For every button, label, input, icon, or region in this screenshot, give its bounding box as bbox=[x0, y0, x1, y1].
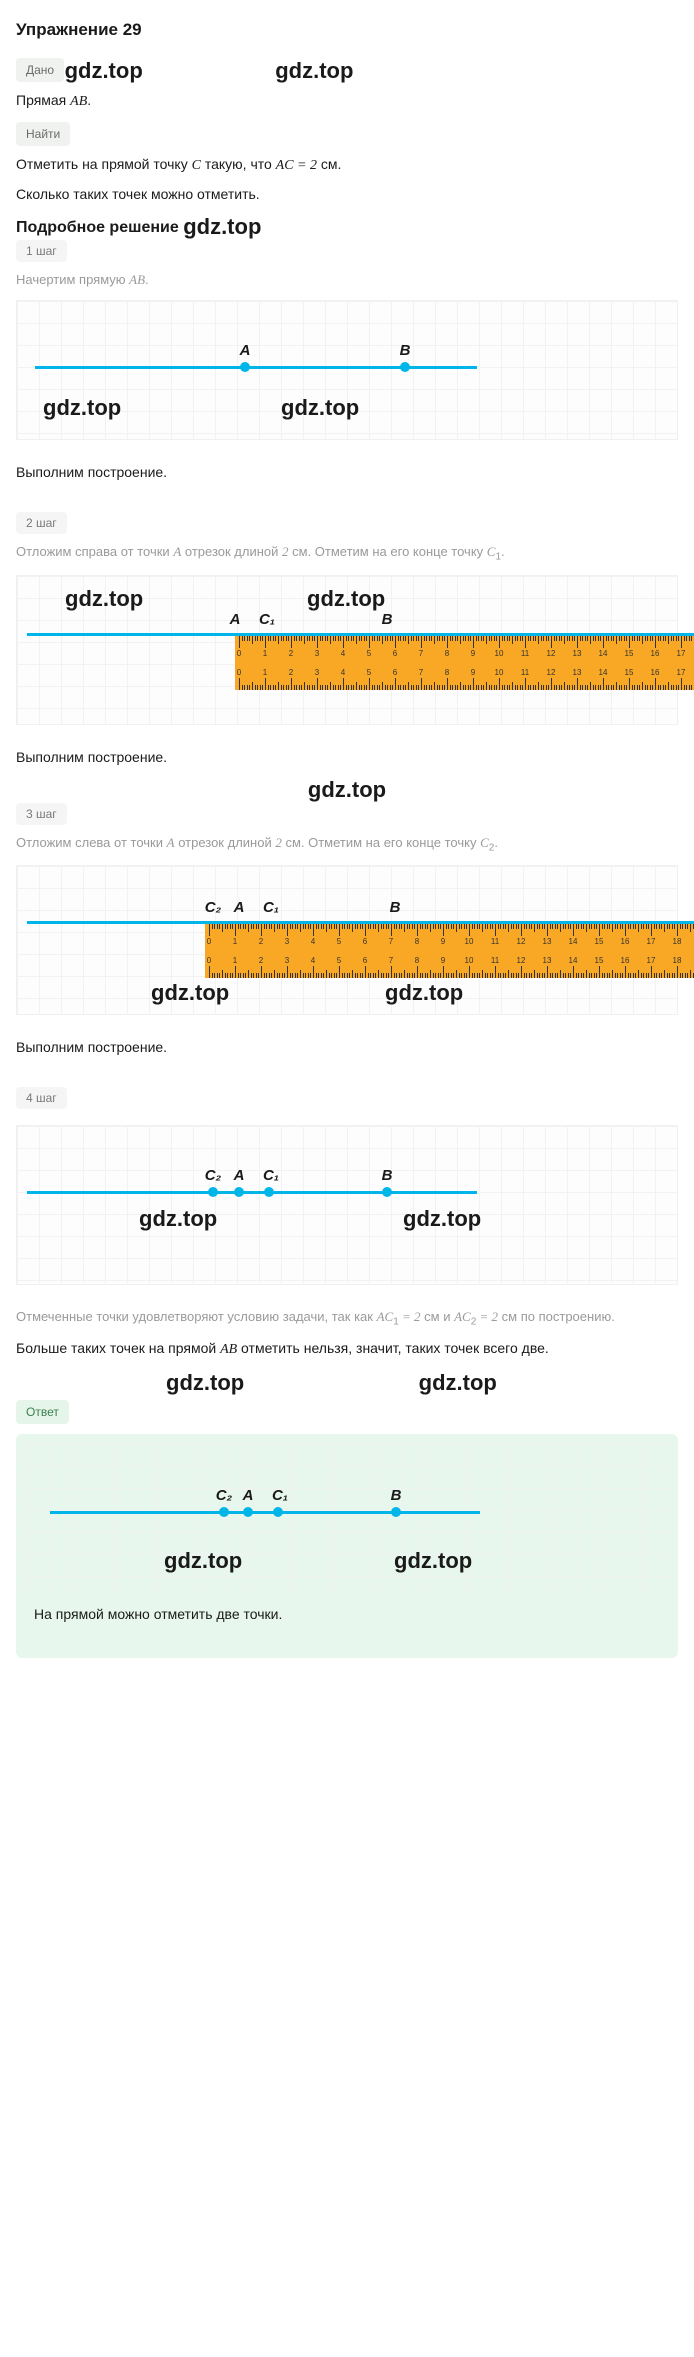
line-ab bbox=[35, 366, 477, 369]
watermark: gdz.top bbox=[385, 980, 463, 1006]
diagram-2: gdz.top gdz.top A C₁ B 01234567891011121… bbox=[16, 575, 678, 725]
watermark: gdz.top bbox=[166, 1370, 244, 1396]
step-3-text: Отложим слева от точки A отрезок длиной … bbox=[16, 835, 678, 854]
label-c1: C₁ bbox=[263, 899, 279, 916]
watermark: gdz.top bbox=[139, 1206, 217, 1232]
label-c2: C₂ bbox=[216, 1487, 233, 1504]
point-a bbox=[243, 1507, 253, 1517]
answer-badge: Ответ bbox=[16, 1400, 69, 1424]
conclusion-1: Отмеченные точки удовлетворяют условию з… bbox=[16, 1309, 678, 1328]
label-c1: C₁ bbox=[263, 1167, 279, 1184]
watermark: gdz.top bbox=[281, 395, 359, 421]
watermark: gdz.top bbox=[43, 395, 121, 421]
watermark: gdz.top bbox=[308, 777, 386, 803]
label-b: B bbox=[400, 342, 411, 359]
step-4-badge: 4 шаг bbox=[16, 1087, 67, 1109]
point-c1 bbox=[273, 1507, 283, 1517]
do-construction-1: Выполним построение. bbox=[16, 464, 678, 480]
diagram-5: C₂ A C₁ B gdz.top gdz.top bbox=[26, 1444, 668, 1594]
line-ab bbox=[50, 1511, 480, 1514]
ruler: 0123456789101112131415161718190123456789… bbox=[205, 924, 694, 978]
point-b bbox=[391, 1507, 401, 1517]
step-1-text: Начертим прямую AB. bbox=[16, 272, 678, 288]
watermark: gdz.top bbox=[394, 1548, 472, 1574]
point-a bbox=[240, 362, 250, 372]
watermark: gdz.top bbox=[65, 586, 143, 612]
label-a: A bbox=[240, 342, 251, 359]
watermark: gdz.top bbox=[65, 58, 143, 84]
watermark: gdz.top bbox=[151, 980, 229, 1006]
label-b: B bbox=[390, 899, 401, 916]
page-title: Упражнение 29 bbox=[16, 20, 678, 40]
point-a bbox=[234, 1187, 244, 1197]
step-2-badge: 2 шаг bbox=[16, 512, 67, 534]
find-text-2: Сколько таких точек можно отметить. bbox=[16, 186, 678, 202]
label-a: A bbox=[243, 1487, 254, 1504]
diagram-1: A B gdz.top gdz.top bbox=[16, 300, 678, 440]
label-c2: C₂ bbox=[205, 1167, 222, 1184]
watermark: gdz.top bbox=[275, 58, 353, 84]
line-ab bbox=[27, 1191, 477, 1194]
watermark: gdz.top bbox=[164, 1548, 242, 1574]
label-b: B bbox=[382, 1167, 393, 1184]
watermark: gdz.top bbox=[403, 1206, 481, 1232]
step-1-badge: 1 шаг bbox=[16, 240, 67, 262]
watermark: gdz.top bbox=[419, 1370, 497, 1396]
answer-box: C₂ A C₁ B gdz.top gdz.top На прямой можн… bbox=[16, 1434, 678, 1658]
point-c1 bbox=[264, 1187, 274, 1197]
label-b: B bbox=[382, 611, 393, 628]
answer-text: На прямой можно отметить две точки. bbox=[16, 1606, 678, 1622]
diagram-4: C₂ A C₁ B gdz.top gdz.top bbox=[16, 1125, 678, 1285]
point-b bbox=[400, 362, 410, 372]
diagram-3: C₂ A C₁ B 012345678910111213141516171819… bbox=[16, 865, 678, 1015]
step-2-text: Отложим справа от точки A отрезок длиной… bbox=[16, 544, 678, 563]
watermark: gdz.top bbox=[307, 586, 385, 612]
ruler: 0123456789101112131415161701234567891011… bbox=[235, 636, 694, 690]
do-construction-2: Выполним построение. bbox=[16, 749, 678, 765]
given-text: Прямая AB. bbox=[16, 92, 678, 110]
label-b: B bbox=[391, 1487, 402, 1504]
label-a: A bbox=[234, 1167, 245, 1184]
step-3-badge: 3 шаг bbox=[16, 803, 67, 825]
label-a: A bbox=[230, 611, 241, 628]
do-construction-3: Выполним построение. bbox=[16, 1039, 678, 1055]
label-a: A bbox=[234, 899, 245, 916]
point-c2 bbox=[219, 1507, 229, 1517]
find-badge: Найти bbox=[16, 122, 70, 146]
point-c2 bbox=[208, 1187, 218, 1197]
point-b bbox=[382, 1187, 392, 1197]
given-badge: Дано bbox=[16, 58, 64, 82]
watermark: gdz.top bbox=[183, 214, 261, 240]
label-c2: C₂ bbox=[205, 899, 222, 916]
label-c1: C₁ bbox=[259, 611, 275, 628]
solution-title: Подробное решение bbox=[16, 219, 179, 236]
label-c1: C₁ bbox=[272, 1487, 288, 1504]
conclusion-2: Больше таких точек на прямой AB отметить… bbox=[16, 1340, 678, 1358]
find-text-1: Отметить на прямой точку C такую, что AC… bbox=[16, 156, 678, 174]
